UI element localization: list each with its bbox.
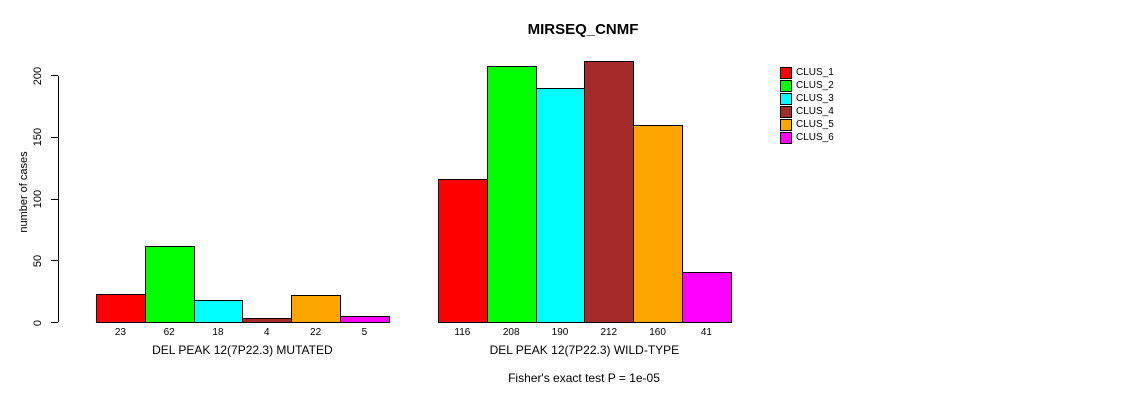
bar-value-label: 62 (163, 327, 175, 338)
bar-value-label: 18 (212, 327, 224, 338)
legend-swatch (780, 92, 792, 105)
legend-label: CLUS_4 (796, 106, 834, 117)
legend-swatch (780, 66, 792, 79)
y-tick-label: 100 (32, 189, 44, 209)
legend-item: CLUS_4 (780, 105, 834, 118)
bar-value-label: 4 (264, 327, 270, 338)
legend-label: CLUS_5 (796, 119, 834, 130)
y-tick-mark (50, 75, 58, 77)
y-tick-label: 150 (32, 128, 44, 147)
y-axis-line (57, 75, 59, 323)
bar (340, 316, 390, 323)
bar (486, 65, 537, 323)
legend-swatch (780, 131, 792, 144)
y-tick-label: 200 (32, 66, 44, 85)
bar-value-label: 23 (114, 327, 126, 338)
bar-value-label: 22 (310, 327, 322, 338)
bar (682, 271, 732, 323)
bar (584, 60, 635, 323)
bar (242, 317, 293, 323)
legend-item: CLUS_5 (780, 118, 834, 131)
y-tick-mark (50, 260, 58, 262)
legend-label: CLUS_1 (796, 67, 834, 78)
x-group-label: DEL PEAK 12(7P22.3) WILD-TYPE (489, 343, 680, 357)
y-tick-mark (50, 322, 58, 323)
legend-item: CLUS_3 (780, 92, 834, 105)
legend-swatch (780, 79, 792, 92)
bar-value-label: 160 (649, 327, 666, 338)
legend-swatch (780, 105, 792, 118)
bar (438, 179, 488, 323)
legend-item: CLUS_6 (780, 131, 834, 144)
bar-value-label: 208 (502, 327, 520, 338)
y-tick-label: 50 (32, 254, 44, 267)
x-group-label: DEL PEAK 12(7P22.3) MUTATED (152, 343, 333, 357)
bar-value-label: 190 (551, 327, 569, 338)
annotation-text: Fisher's exact test P = 1e-05 (508, 371, 660, 385)
legend-item: CLUS_2 (780, 79, 834, 92)
bar-value-label: 212 (600, 327, 618, 338)
legend-label: CLUS_3 (796, 93, 834, 104)
bar (633, 125, 683, 323)
bar (144, 245, 195, 323)
bar-value-label: 41 (700, 327, 712, 338)
bar-value-label: 116 (454, 327, 471, 338)
y-tick-mark (50, 136, 58, 138)
legend-item: CLUS_1 (780, 66, 834, 79)
y-tick-mark (50, 198, 58, 200)
bar (96, 294, 146, 323)
legend-label: CLUS_2 (796, 80, 834, 91)
bar (291, 295, 341, 323)
y-axis-label: number of cases (18, 151, 30, 233)
bar (535, 88, 586, 323)
legend-label: CLUS_6 (796, 132, 834, 143)
y-tick-label: 0 (32, 319, 44, 326)
chart-title: MIRSEQ_CNMF (527, 21, 639, 38)
bar-value-label: 5 (361, 327, 368, 338)
legend: CLUS_1 CLUS_2 CLUS_3 CLUS_4 CLUS_5 CLUS_6 (780, 66, 834, 144)
legend-swatch (780, 118, 792, 131)
bar (193, 300, 244, 323)
